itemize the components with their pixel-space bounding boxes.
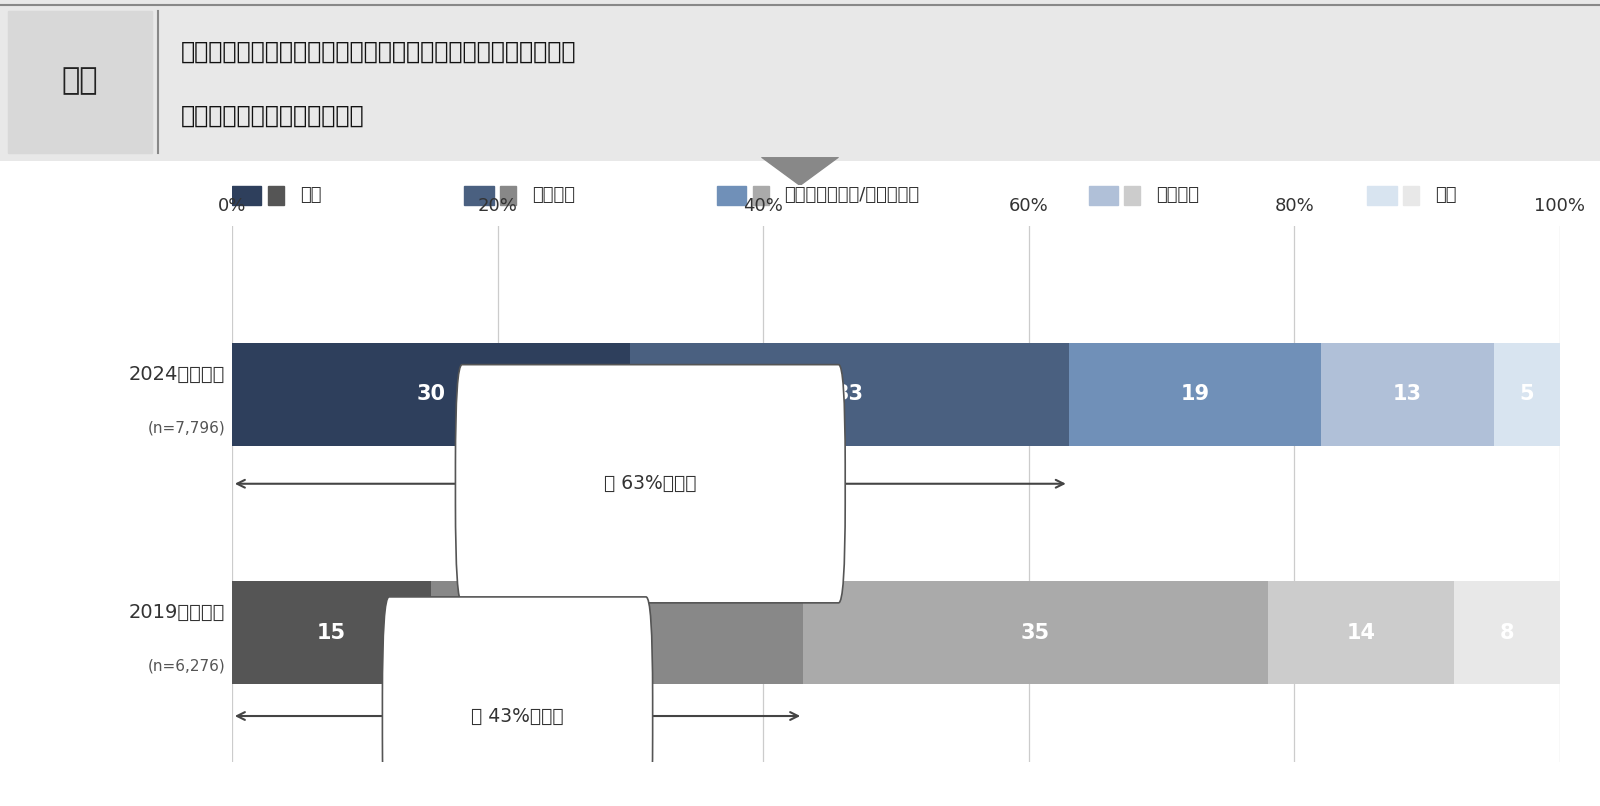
Text: 35: 35 [1021,623,1050,642]
Text: 30: 30 [416,384,446,405]
Bar [1322,343,1494,446]
Polygon shape [762,157,838,185]
Text: 13: 13 [1392,384,1422,405]
Bar [717,186,746,205]
Bar [1494,343,1560,446]
Text: 14: 14 [1346,623,1376,642]
FancyBboxPatch shape [456,364,845,603]
Bar [1403,186,1419,205]
Bar [232,186,261,205]
Text: (n=7,796): (n=7,796) [147,421,226,436]
Text: 計 43%　賛成: 計 43% 賛成 [472,707,563,725]
FancyBboxPatch shape [382,597,653,806]
Text: (n=6,276): (n=6,276) [147,659,226,674]
Bar [501,186,517,205]
Text: 2024年度調査: 2024年度調査 [130,365,226,384]
Bar [232,343,630,446]
Text: 観光資源・施設の混雑緩和や保護のため金銭を負担することに: 観光資源・施設の混雑緩和や保護のため金銭を負担することに [181,39,576,64]
Text: やや反対: やや反対 [1157,185,1200,204]
Text: 全員: 全員 [62,66,98,95]
Text: 賛成: 賛成 [299,185,322,204]
Bar [1125,186,1141,205]
Bar [630,343,1069,446]
Bar [232,581,432,684]
Bar [1069,343,1322,446]
Bar [1454,581,1560,684]
Bar [8,11,152,153]
Text: 反対: 反対 [1435,185,1456,204]
Bar [1088,186,1118,205]
Text: 19: 19 [1181,384,1210,405]
Text: 15: 15 [317,623,346,642]
Bar [464,186,494,205]
Text: 8: 8 [1499,623,1514,642]
Bar [1368,186,1397,205]
Bar [803,581,1267,684]
Bar [1267,581,1454,684]
Text: 5: 5 [1520,384,1534,405]
Text: 28: 28 [603,623,632,642]
Bar [752,186,768,205]
Text: 計 63%　賛成: 計 63% 賛成 [605,474,696,493]
Text: 33: 33 [835,384,864,405]
Text: ついての考え（回答は１つ）: ついての考え（回答は１つ） [181,104,365,128]
Bar [267,186,283,205]
Text: やや賛成: やや賛成 [533,185,574,204]
Text: どちらでもない/わからない: どちらでもない/わからない [784,185,920,204]
Bar [432,581,803,684]
Text: 2019年度調査: 2019年度調査 [130,603,226,622]
